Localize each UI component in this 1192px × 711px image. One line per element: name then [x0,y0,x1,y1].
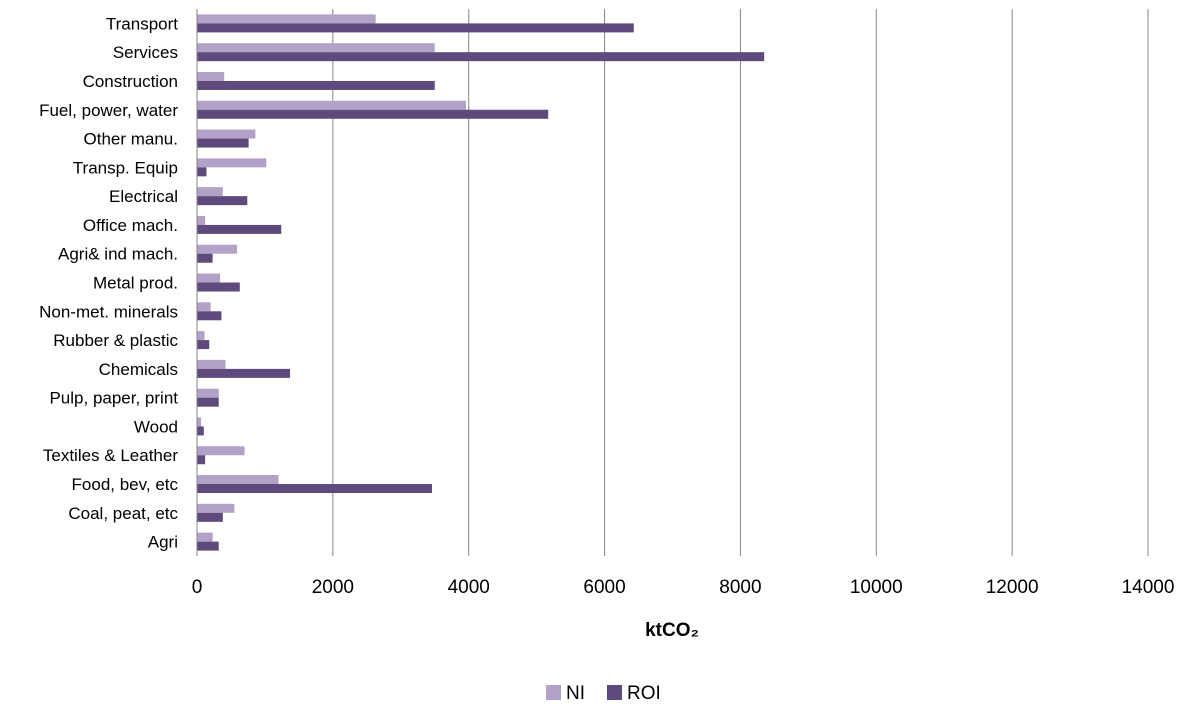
category-label: Food, bev, etc [72,475,179,494]
x-tick-label: 2000 [312,577,354,598]
x-axis-title: ktCO₂ [645,620,699,641]
bar-roi [197,340,210,350]
bar-ni [197,100,466,110]
category-label: Construction [83,72,178,91]
legend: NI ROI [546,683,661,704]
x-tick-label: 10000 [850,577,903,598]
legend-swatch-ni [546,685,561,700]
category-label: Pulp, paper, print [49,389,178,408]
bar-roi [197,426,204,436]
bar-ni [197,532,213,542]
legend-label-roi: ROI [627,683,661,704]
bar-ni [197,129,256,139]
legend-swatch-roi [607,685,622,700]
category-label: Coal, peat, etc [68,504,178,523]
bar-ni [197,331,205,341]
bar-roi [197,541,219,551]
category-label: Agri& ind mach. [58,245,178,264]
bar-roi [197,311,222,321]
category-label: Rubber & plastic [53,331,178,350]
bar-ni [197,187,223,197]
x-tick-label: 6000 [583,577,625,598]
category-label: Wood [134,417,178,436]
bar-ni [197,475,279,485]
bar-roi [197,138,249,148]
bar-roi [197,167,207,177]
category-label: Services [113,43,178,62]
category-label: Office mach. [83,216,178,235]
x-tick-label: 4000 [448,577,490,598]
gridlines [332,9,1149,556]
category-label: Agri [148,533,178,552]
bar-ni [197,71,225,81]
bar-roi [197,512,223,522]
bar-ni [197,215,206,225]
category-labels: Transport Services Construction Fuel, power… [39,14,178,551]
bar-roi [197,23,634,33]
bar-roi [197,484,433,494]
bar-ni [197,417,202,427]
category-label: Textiles & Leather [43,446,178,465]
bar-roi [197,80,435,90]
category-label: Electrical [109,187,178,206]
bar-ni [197,14,376,24]
bar-ni [197,244,238,254]
bar-roi [197,253,213,263]
x-tick-label: 0 [192,577,203,598]
category-label: Fuel, power, water [39,101,178,120]
x-tick-label: 14000 [1122,577,1175,598]
bar-roi [197,52,765,62]
bar-group [197,14,765,551]
bar-ni [197,446,245,456]
bar-roi [197,224,282,234]
bar-ni [197,43,435,53]
legend-label-ni: NI [566,683,585,704]
x-tick-label: 12000 [986,577,1039,598]
x-tick-label: 8000 [719,577,761,598]
category-label: Non-met. minerals [39,302,178,321]
bar-ni [197,359,226,369]
category-label: Other manu. [84,130,179,149]
category-label: Transport [106,14,178,33]
bar-roi [197,397,219,407]
category-label: Transp. Equip [73,158,178,177]
category-label: Chemicals [99,360,178,379]
bar-ni [197,388,219,398]
x-tick-labels: 0 2000 4000 6000 8000 10000 12000 14000 [192,577,1175,598]
bar-roi [197,455,206,465]
bar-roi [197,282,240,292]
bar-ni [197,273,221,283]
bar-ni [197,302,211,312]
bar-ni [197,503,235,513]
bar-roi [197,109,549,119]
bar-roi [197,368,291,378]
bar-roi [197,196,248,206]
bar-ni [197,158,267,168]
category-label: Metal prod. [93,274,178,293]
